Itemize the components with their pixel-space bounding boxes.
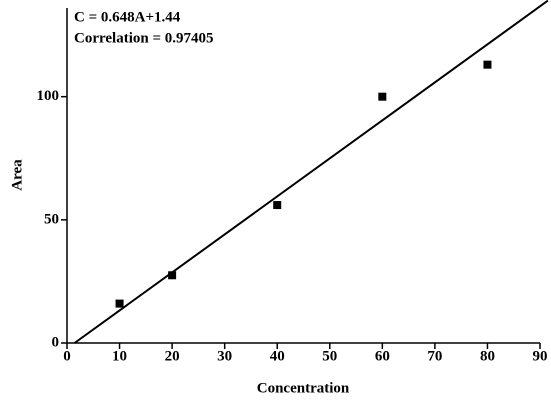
- x-tick-label: 30: [217, 348, 232, 364]
- x-tick-label: 80: [480, 348, 495, 364]
- y-tick-label: 100: [37, 88, 60, 104]
- point: [115, 299, 124, 308]
- annotation: Correlation = 0.97405: [74, 30, 214, 46]
- x-tick-label: 10: [112, 348, 127, 364]
- point: [483, 60, 492, 69]
- x-tick-label: 20: [165, 348, 180, 364]
- x-tick-label: 0: [63, 348, 71, 364]
- point: [168, 271, 177, 280]
- x-tick-label: 40: [270, 348, 285, 364]
- x-axis-label: Concentration: [257, 380, 350, 396]
- point: [378, 92, 387, 101]
- annotation: C = 0.648A+1.44: [74, 9, 181, 25]
- x-tick-label: 50: [322, 348, 337, 364]
- x-tick-label: 90: [533, 348, 548, 364]
- y-tick-label: 0: [52, 334, 60, 350]
- y-axis-label: Area: [9, 159, 25, 191]
- point: [273, 201, 282, 210]
- x-tick-label: 70: [427, 348, 442, 364]
- y-tick-label: 50: [44, 211, 59, 227]
- fit-line: [73, 0, 549, 344]
- x-tick-label: 60: [375, 348, 390, 364]
